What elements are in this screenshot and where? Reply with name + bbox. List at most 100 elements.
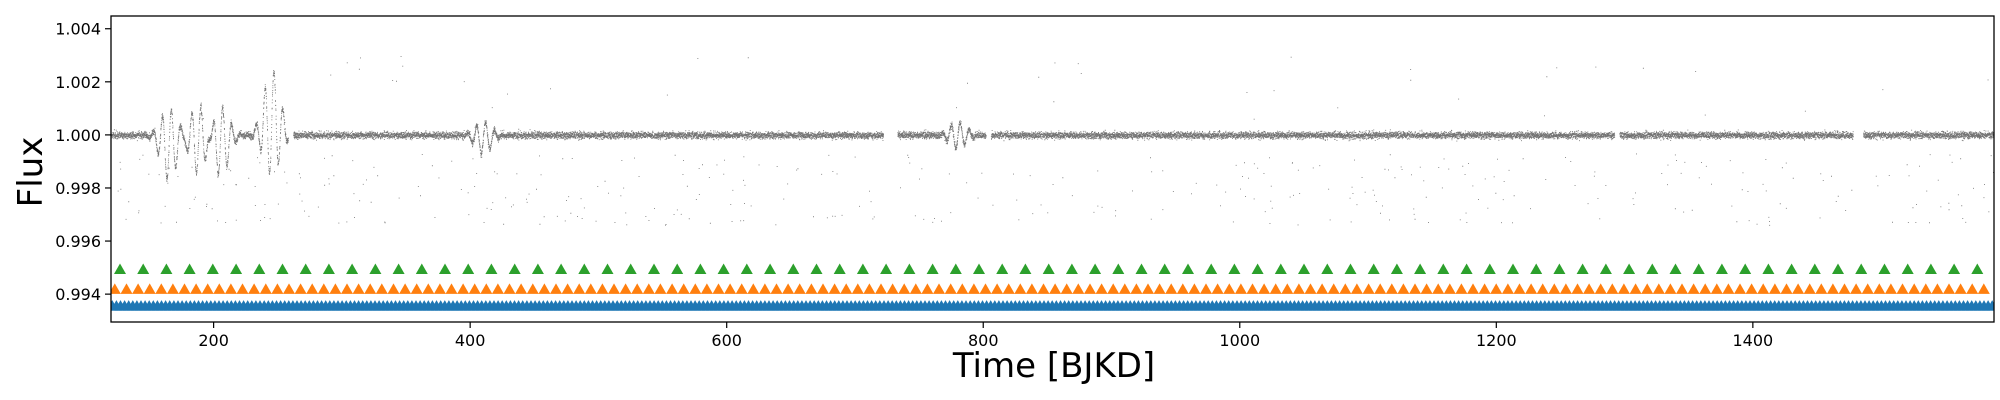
- marker-triangle: [817, 283, 829, 294]
- marker-triangle: [1107, 283, 1120, 294]
- marker-triangle: [1826, 283, 1839, 294]
- marker-triangle: [508, 263, 521, 274]
- marker-triangle: [949, 263, 962, 274]
- marker-triangle: [1861, 283, 1874, 294]
- marker-triangle: [666, 283, 679, 294]
- marker-triangle: [213, 283, 226, 294]
- marker-triangle: [183, 263, 196, 274]
- marker-triangle: [294, 283, 307, 294]
- marker-triangle: [1390, 263, 1403, 274]
- marker-triangle: [758, 283, 771, 294]
- marker-triangle: [137, 263, 150, 274]
- marker-triangle: [717, 263, 730, 274]
- marker-triangle: [1455, 283, 1468, 294]
- y-tick-label: 0.994: [55, 285, 101, 304]
- marker-triangle: [1536, 283, 1549, 294]
- marker-triangle: [555, 263, 568, 274]
- marker-triangle: [1641, 283, 1654, 294]
- plot-frame: [110, 15, 1995, 323]
- marker-triangle: [1803, 283, 1816, 294]
- marker-triangle: [724, 283, 737, 294]
- marker-triangle: [1745, 283, 1758, 294]
- marker-triangle: [991, 283, 1004, 294]
- marker-triangle: [1548, 283, 1561, 294]
- marker-triangle: [445, 283, 458, 294]
- marker-triangle: [299, 263, 312, 274]
- marker-triangle: [1327, 283, 1340, 294]
- marker-triangle: [1646, 263, 1659, 274]
- marker-triangle: [259, 283, 272, 294]
- marker-triangle: [973, 263, 985, 274]
- marker-triangle: [201, 283, 214, 294]
- marker-triangle: [1298, 263, 1310, 274]
- marker-triangle: [608, 283, 620, 294]
- marker-triangle: [1135, 263, 1148, 274]
- marker-triangle: [770, 283, 783, 294]
- marker-triangle: [1780, 283, 1793, 294]
- marker-triangle: [422, 283, 435, 294]
- marker-triangle: [276, 263, 289, 274]
- marker-triangle: [584, 283, 597, 294]
- marker-triangle: [601, 263, 614, 274]
- marker-triangle: [1432, 283, 1445, 294]
- marker-triangle: [1669, 263, 1682, 274]
- marker-triangle: [1507, 263, 1519, 274]
- marker-triangle: [875, 283, 887, 294]
- marker-triangle: [1757, 283, 1770, 294]
- marker-triangle: [531, 263, 544, 274]
- marker-triangle: [1065, 263, 1078, 274]
- marker-triangle: [840, 283, 853, 294]
- marker-triangle: [1321, 263, 1334, 274]
- marker-triangle: [880, 263, 893, 274]
- marker-triangle: [1815, 283, 1828, 294]
- marker-triangle: [341, 283, 353, 294]
- marker-triangle: [740, 263, 753, 274]
- marker-triangle: [694, 263, 707, 274]
- marker-triangle: [1200, 283, 1212, 294]
- marker-triangle: [782, 283, 795, 294]
- series-markers-2: [111, 283, 1990, 294]
- marker-triangle: [1722, 283, 1735, 294]
- marker-triangle: [1234, 283, 1247, 294]
- marker-triangle: [178, 283, 191, 294]
- marker-triangle: [1251, 263, 1264, 274]
- marker-triangle: [787, 263, 800, 274]
- marker-triangle: [926, 263, 939, 274]
- marker-triangle: [967, 283, 980, 294]
- marker-triangle: [143, 283, 156, 294]
- marker-triangle: [561, 283, 574, 294]
- marker-triangle: [1112, 263, 1125, 274]
- marker-triangle: [1385, 283, 1398, 294]
- marker-triangle: [578, 263, 591, 274]
- marker-triangle: [1623, 263, 1636, 274]
- marker-triangle: [793, 283, 806, 294]
- marker-triangle: [439, 263, 451, 274]
- marker-triangle: [468, 283, 481, 294]
- marker-triangle: [387, 283, 400, 294]
- marker-triangle: [392, 263, 405, 274]
- marker-triangle: [1901, 263, 1914, 274]
- marker-triangle: [642, 283, 655, 294]
- marker-triangle: [1571, 283, 1584, 294]
- marker-triangle: [1467, 283, 1479, 294]
- marker-triangle: [224, 283, 237, 294]
- marker-triangle: [1762, 263, 1775, 274]
- marker-triangle: [1599, 263, 1612, 274]
- marker-triangle: [306, 283, 319, 294]
- marker-triangle: [491, 283, 504, 294]
- marker-triangle: [1884, 283, 1897, 294]
- marker-triangle: [1490, 283, 1503, 294]
- marker-triangle: [933, 283, 945, 294]
- x-tick-label: 200: [198, 331, 229, 350]
- marker-triangle: [810, 263, 823, 274]
- marker-triangle: [155, 283, 168, 294]
- marker-triangle: [1873, 283, 1886, 294]
- marker-triangle: [764, 263, 777, 274]
- marker-triangle: [1350, 283, 1363, 294]
- marker-triangle: [1617, 283, 1630, 294]
- marker-triangle: [1715, 263, 1728, 274]
- marker-triangle: [1553, 263, 1566, 274]
- marker-triangle: [1211, 283, 1224, 294]
- marker-triangle: [648, 263, 660, 274]
- y-tick-label: 1.002: [55, 73, 101, 92]
